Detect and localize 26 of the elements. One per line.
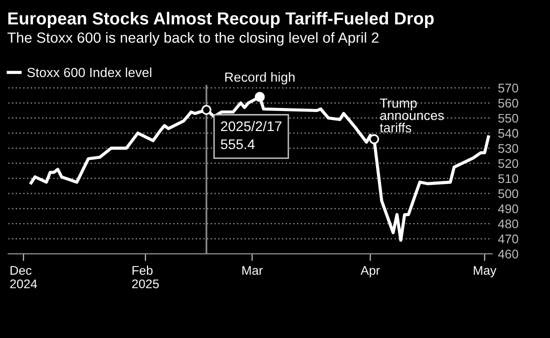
y-tick-label: 570 [498,84,518,93]
chart-subtitle: The Stoxx 600 is nearly back to the closing level of April 2 [7,32,378,46]
annotation: 2025/2/17 555.4 [220,120,282,150]
legend-label: Stoxx 600 Index level [27,67,152,78]
y-tick-label: 560 [498,98,518,108]
y-tick-label: 530 [498,144,518,153]
point [369,134,380,144]
y-tick-label: 480 [498,219,518,228]
x-tick-label: May [474,266,496,278]
y-tick-label: 520 [498,159,518,168]
x-tick-label: Dec 2024 [10,266,38,288]
y-tick-label: 510 [498,174,518,184]
annotation: Record high [225,72,294,84]
x-tick-label: Mar [242,266,263,275]
x-tick-label: Apr [360,266,380,278]
annotation: Trump announces tariffs [380,98,444,132]
point [201,104,212,115]
y-tick-label: 490 [498,204,518,214]
y-tick-label: 500 [498,189,518,198]
chart-title: European Stocks Almost Recoup Tariff-Fueled Drop [8,12,434,28]
y-tick-label: 540 [498,128,518,138]
y-tick-label: 550 [498,114,518,123]
x-tick-label: Feb 2025 [132,266,159,288]
y-tick-label: 470 [498,234,518,244]
point [254,92,265,102]
y-tick-label: 460 [498,250,518,258]
